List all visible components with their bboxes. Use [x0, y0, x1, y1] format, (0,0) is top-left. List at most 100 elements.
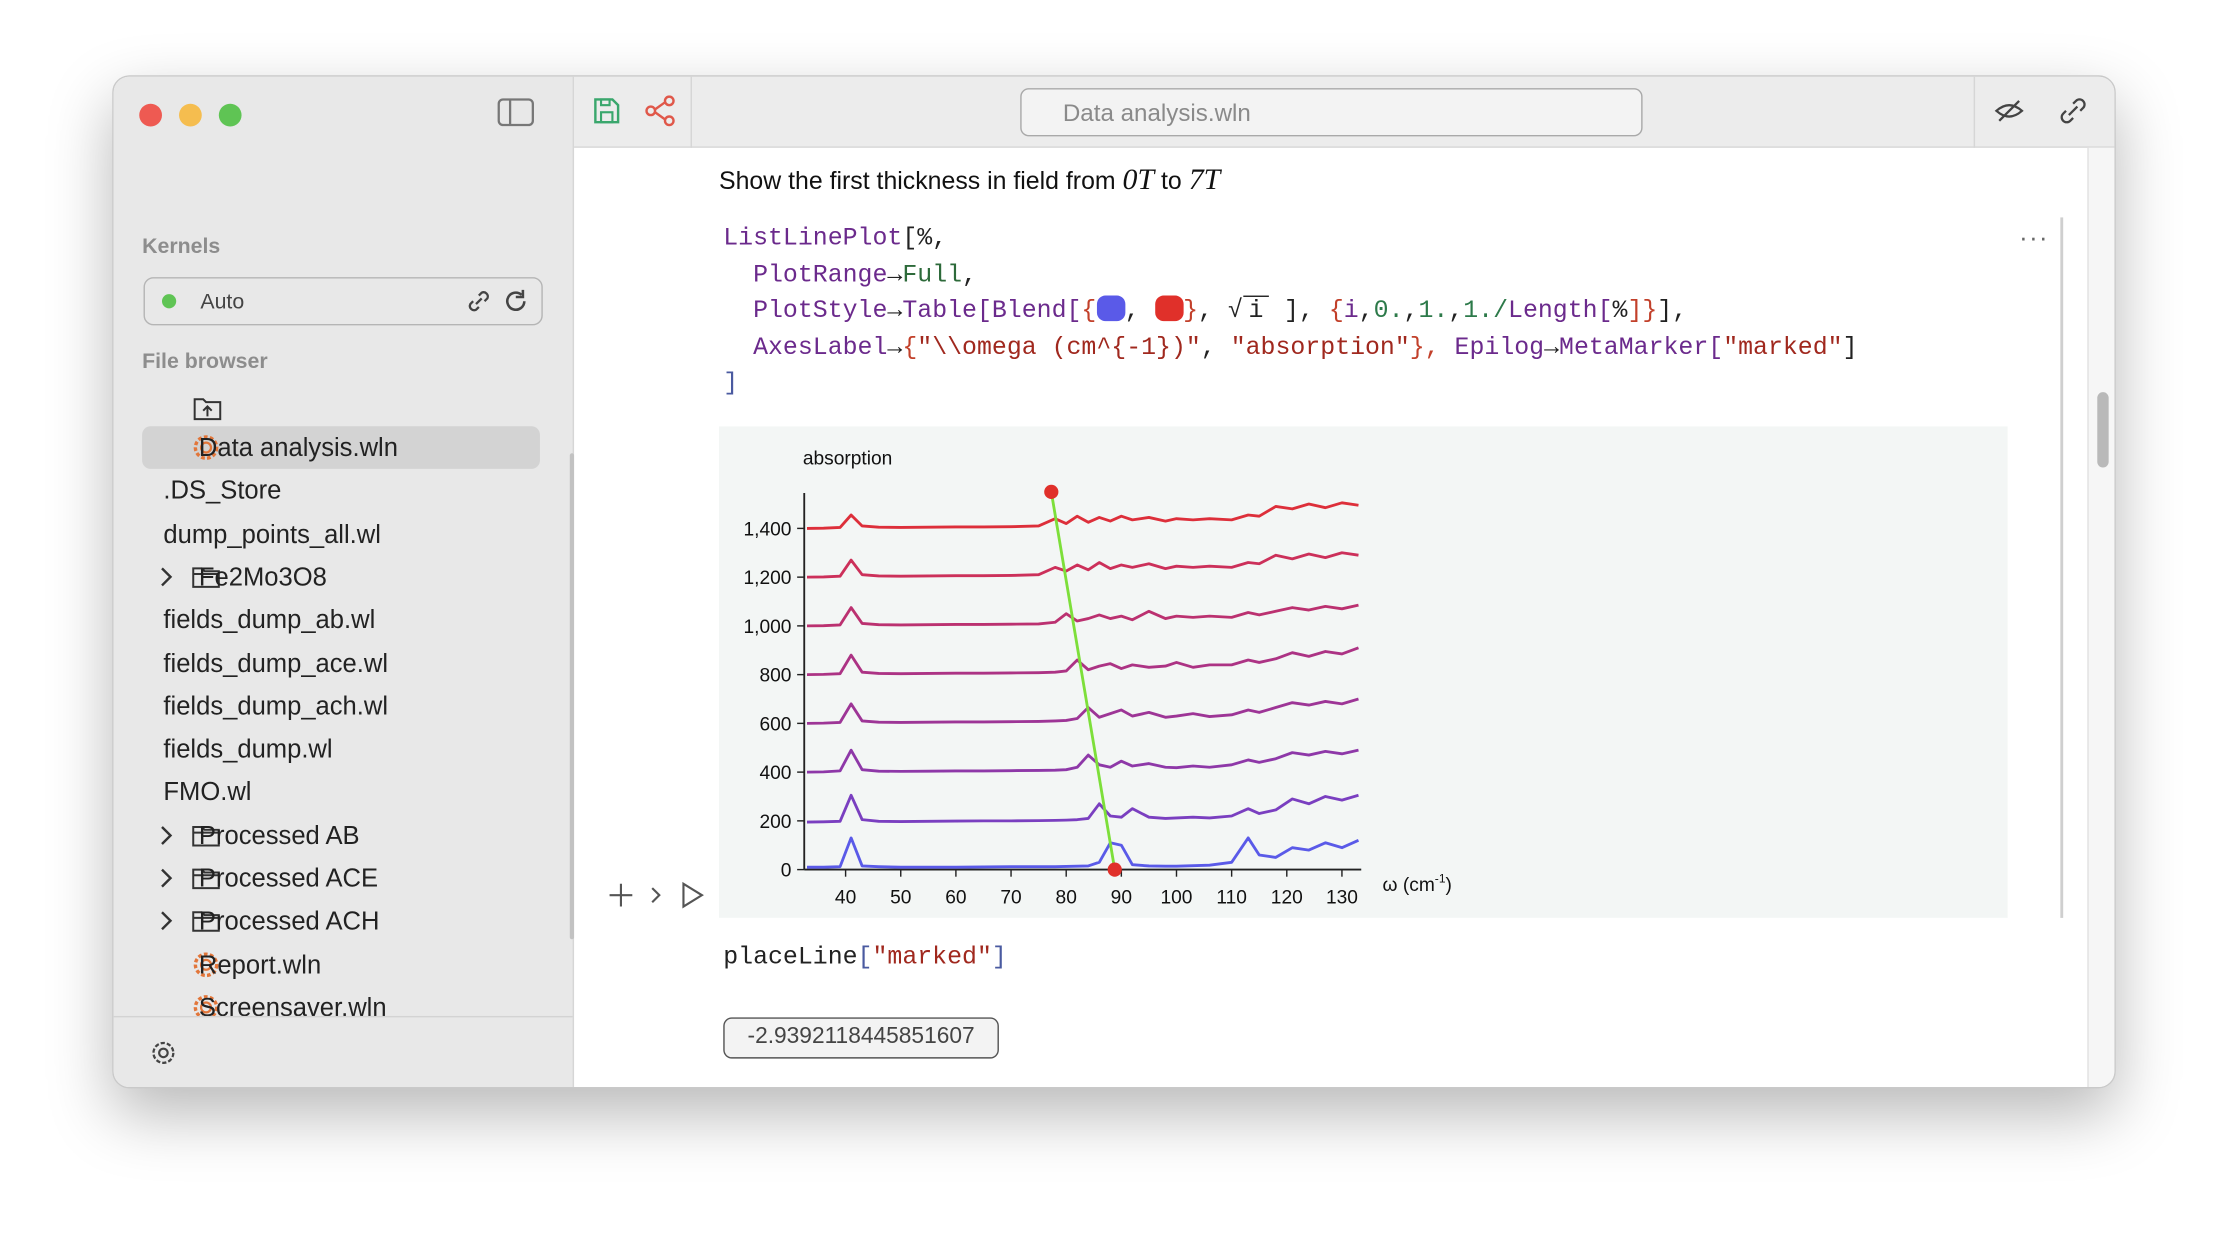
file-row[interactable]: fields_dump_ach.wl: [142, 685, 540, 728]
code-token: ,: [1403, 296, 1419, 326]
series-line: [806, 748, 1359, 774]
y-tick-label: 1,000: [743, 617, 791, 638]
code-token: {: [902, 333, 918, 362]
series-line: [806, 501, 1359, 530]
math: 7T: [1188, 161, 1221, 197]
add-cell[interactable]: [609, 883, 633, 907]
file-name: fields_dump_ab.wl: [163, 605, 376, 634]
y-tick-label: 1,400: [743, 520, 791, 541]
expand-cell[interactable]: [651, 887, 661, 904]
scrollbar[interactable]: [569, 453, 575, 940]
code-token: ,: [962, 260, 977, 290]
file-row[interactable]: Screensaver.wln: [142, 986, 540, 1016]
code-token: →: [887, 260, 903, 290]
code-line: PlotStyle→Table[Blend[{, }, √ i ], {i,0.,…: [723, 294, 1857, 330]
code-token: ListLinePlot: [723, 224, 903, 253]
code-line: placeLine["marked"]: [723, 941, 1007, 977]
file-row[interactable]: dump_points_all.wl: [142, 512, 540, 555]
x-axis-label-part: ): [1446, 875, 1452, 896]
x-tick-label: 120: [1271, 888, 1303, 909]
file-icon: [193, 994, 219, 1016]
kernel-selector[interactable]: Auto: [143, 277, 543, 326]
run-cell[interactable]: [682, 881, 704, 909]
file-name: dump_points_all.wl: [163, 519, 381, 548]
file-name: Screensaver.wln: [198, 993, 387, 1016]
hide-code-icon[interactable]: [1994, 97, 2025, 125]
code-token: ],: [1657, 296, 1688, 326]
marker-point[interactable]: [1044, 484, 1059, 499]
file-row[interactable]: Data analysis.wln: [142, 426, 540, 469]
zoom-button[interactable]: [218, 103, 242, 127]
code-token: 1./: [1463, 296, 1509, 326]
link-icon[interactable]: [2059, 97, 2087, 125]
parent-folder[interactable]: [193, 395, 222, 421]
code-token: ]: [1842, 333, 1858, 362]
color-swatch: [1154, 295, 1184, 322]
file-row[interactable]: fields_dump_ace.wl: [142, 642, 540, 685]
scroll-thumb[interactable]: [2097, 392, 2109, 468]
sqrt: √ i: [1228, 295, 1270, 326]
file-name: fields_dump_ace.wl: [163, 648, 389, 678]
series-line: [806, 646, 1359, 677]
file-name: FMO.wl: [163, 777, 252, 807]
title-field[interactable]: Data analysis.wln: [1020, 88, 1643, 137]
code-token: ]}: [1627, 296, 1658, 326]
y-tick-label: 600: [759, 714, 791, 735]
file-name: Fe2Mo3O8: [198, 562, 327, 591]
code-token: PlotStyle: [723, 296, 888, 326]
file-row[interactable]: .DS_Store: [142, 469, 540, 512]
divider: [690, 76, 692, 148]
file-row[interactable]: fields_dump.wl: [142, 728, 540, 771]
close-button[interactable]: [139, 103, 162, 127]
x-axis-label-part: ω (cm: [1383, 875, 1435, 896]
sidebar-toggle[interactable]: [497, 98, 534, 127]
code-token: {: [1328, 296, 1344, 326]
y-tick-label: 400: [759, 763, 791, 784]
code-token: MetaMarker[: [1559, 333, 1724, 362]
code-token: placeLine: [723, 943, 858, 972]
cell-menu[interactable]: ···: [2019, 223, 2049, 252]
code-token: "marked": [872, 943, 992, 972]
x-tick-label: 70: [1000, 888, 1021, 909]
file-row[interactable]: fields_dump_ab.wl: [142, 598, 540, 641]
file-row[interactable]: Fe2Mo3O8: [142, 555, 540, 598]
save-icon[interactable]: [593, 97, 621, 125]
math: 0T: [1122, 161, 1155, 197]
series-line: [806, 697, 1359, 725]
x-tick-label: 110: [1216, 888, 1247, 909]
sidebar: Kernels Auto File browser Data analysis.…: [113, 76, 575, 1088]
code-cell[interactable]: placeLine["marked"]: [723, 941, 1007, 977]
settings-icon[interactable]: [148, 1037, 179, 1068]
code-line: ]: [723, 367, 1857, 403]
cell-controls: [609, 881, 704, 909]
refresh-icon[interactable]: [502, 287, 530, 315]
marker-point[interactable]: [1107, 862, 1122, 877]
file-icon: [192, 825, 220, 846]
text: to: [1161, 166, 1182, 195]
minimize-button[interactable]: [179, 103, 202, 127]
x-tick-label: 50: [890, 888, 911, 909]
file-icon: [192, 567, 220, 588]
output-value: -2.9392118445851607: [747, 1024, 975, 1049]
code-cell[interactable]: ListLinePlot[%, PlotRange→Full, PlotStyl…: [723, 222, 1857, 403]
chevron: [161, 911, 173, 931]
x-axis-label: ω (cm-1): [1383, 871, 1452, 896]
file-row[interactable]: Processed AB: [142, 814, 540, 857]
chevron: [161, 567, 173, 587]
file-row[interactable]: Processed ACE: [142, 857, 540, 900]
file-list: Data analysis.wln .DS_Store dump_points_al…: [114, 418, 569, 1016]
x-tick-label: 80: [1056, 888, 1077, 909]
link-icon[interactable]: [466, 288, 492, 314]
file-row[interactable]: FMO.wl: [142, 771, 540, 814]
share-icon[interactable]: [645, 95, 676, 127]
x-tick-label: 90: [1111, 888, 1132, 909]
code-line: ListLinePlot[%,: [723, 222, 1857, 258]
file-row[interactable]: Report.wln: [142, 943, 540, 986]
code-token: Full: [902, 260, 963, 290]
y-axis-label: absorption: [803, 449, 893, 470]
plot-background: [718, 426, 2008, 918]
plot: 0 200 400 600 800 1,000 1,200 1,400 40 50 60 70 80 90…: [718, 426, 2008, 918]
code-token: [%,: [902, 224, 948, 253]
file-row[interactable]: Processed ACH: [142, 900, 540, 943]
